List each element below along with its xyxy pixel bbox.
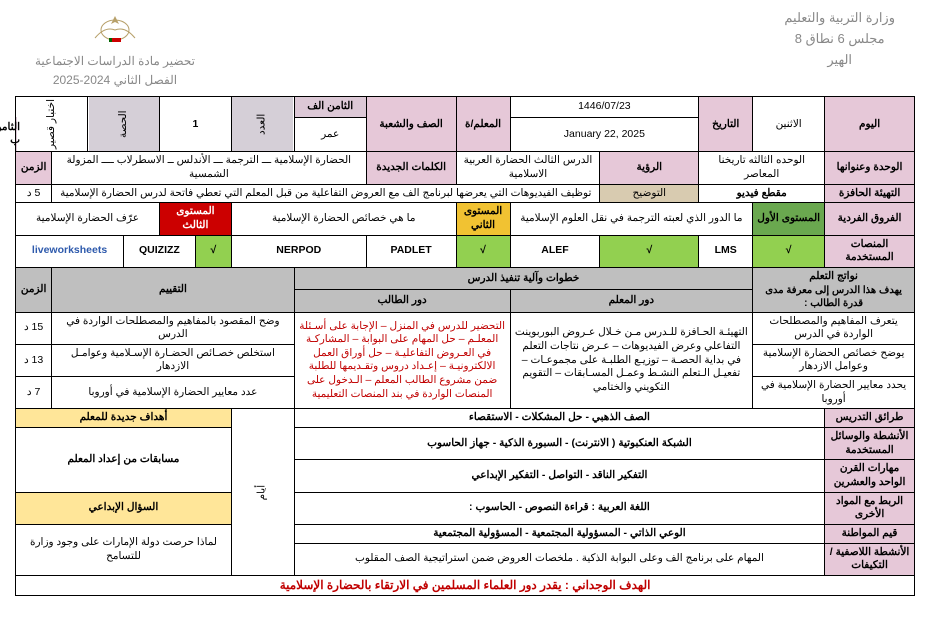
clarify-time: 5 د — [16, 184, 52, 203]
nonclass-title: الأنشطة اللاصفية / التكيفات — [825, 543, 915, 575]
keywords-value: الحضارة الإسلامية ـــ الترجمة ـــ الأندل… — [52, 152, 367, 184]
side-creative-h: السؤال الإبداعي — [16, 492, 232, 524]
unit-value: الوحده الثالثه تاريخنا المعاصر — [699, 152, 825, 184]
platform-lms: LMS — [699, 235, 753, 267]
teacher-role: التهيئـة الحـافزة للـدرس مـن خـلال عـروض… — [510, 312, 753, 409]
level2-header: المستوى الثاني — [456, 203, 510, 235]
days-header: أيام — [231, 409, 294, 575]
check-alef: √ — [600, 235, 699, 267]
link-value: اللغة العربية : قراءة النصوص - الحاسوب : — [294, 492, 824, 524]
nonclass-value: المهام على برنامج الف وعلى البوابة الذكي… — [294, 543, 824, 575]
level1-header: المستوى الأول — [753, 203, 825, 235]
platform-liveworksheets: liveworksheets — [16, 235, 124, 267]
assess-2: استخلص خصـائص الحضـارة الإسـلامية وعوامـ… — [52, 344, 295, 376]
header-ministry-block: وزارة التربية والتعليم مجلس 6 نطاق 8 اله… — [784, 8, 895, 70]
outcome-3: يحدد معايير الحضارة الإسلامية في أوروبا — [753, 377, 915, 409]
check-quizizz: √ — [195, 235, 231, 267]
count-value: 1 — [159, 97, 231, 152]
assess-1: وضح المقصود بالمفاهيم والمصطلحات الواردة… — [52, 312, 295, 344]
outcome-h: نواتج التعلم — [757, 270, 910, 284]
citizen-value: الوعي الذاتي - المسؤولية المجتمعية - الم… — [294, 524, 824, 543]
steps-time-header: الزمن — [16, 267, 52, 312]
grade-header: الصف والشعبة — [366, 97, 456, 152]
side-new-goals: أهداف جديدة للمعلم — [16, 409, 232, 428]
methods-value: الصف الذهبي - حل المشكلات - الاستقصاء — [294, 409, 824, 428]
citizen-title: قيم المواطنة — [825, 524, 915, 543]
date-greg: January 22, 2025 — [510, 117, 699, 152]
clarify-value: توظيف الفيديوهات التي يعرضها لبرنامج الف… — [52, 184, 600, 203]
side-competitions: مسابقات من إعداد المعلم — [16, 428, 232, 493]
date-hijri: 1446/07/23 — [510, 97, 699, 117]
lesson-plan-table: اليوم الاثنين التاريخ 1446/07/23 المعلم/… — [15, 96, 915, 596]
assess-header: التقييم — [52, 267, 295, 312]
level1-value: ما الدور الذي لعبته الترجمة في نقل العلو… — [510, 203, 753, 235]
level3-header: المستوى الثالث — [159, 203, 231, 235]
link-title: الربط مع المواد الأخرى — [825, 492, 915, 524]
count-header: العدد — [231, 97, 294, 152]
teacher-value: عمر — [294, 117, 366, 152]
test-header: اختبار قصير — [16, 97, 88, 152]
platform-alef: ALEF — [510, 235, 600, 267]
env-value: مقطع فيديو — [699, 184, 825, 203]
skills-value: التفكير الناقد - التواصل - التفكير الإبد… — [294, 460, 824, 492]
teacher-header: المعلم/ة — [456, 97, 510, 152]
document-header: وزارة التربية والتعليم مجلس 6 نطاق 8 اله… — [15, 8, 915, 90]
time-2: 13 د — [16, 344, 52, 376]
assess-3: عدد معايير الحضارة الإسلامية في أوروبا — [52, 377, 295, 409]
methods-title: طرائق التدريس — [825, 409, 915, 428]
outcome-1: يتعرف المفاهيم والمصطلحات الواردة في الد… — [753, 312, 915, 344]
platform-nerpod: NERPOD — [231, 235, 366, 267]
affective-goal: الهدف الوجداني : يقدر دور العلماء المسلم… — [16, 575, 915, 596]
council-name: مجلس 6 نطاق 8 — [784, 29, 895, 50]
env-header: التهيئة الحافزة — [825, 184, 915, 203]
tools-value: الشبكة العنكبوتية ( الانترنت) - السبورة … — [294, 428, 824, 460]
day-value: الاثنين — [753, 97, 825, 152]
teacher-role-header: دور المعلم — [510, 290, 753, 312]
level3-value: عرّف الحضارة الإسلامية — [16, 203, 160, 235]
outcome-header: نواتج التعلم يهدف هذا الدرس إلى معرفة مد… — [753, 267, 915, 312]
vision-value: الدرس الثالث الحضارة العربية الاسلامية — [456, 152, 600, 184]
day-header: اليوم — [825, 97, 915, 152]
clarify-header: التوضيح — [600, 184, 699, 203]
platform-quizizz: QUIZIZZ — [123, 235, 195, 267]
time-header: الزمن — [16, 152, 52, 184]
outcome-sub: يهدف هذا الدرس إلى معرفة مدى قدرة الطالب… — [757, 284, 910, 310]
keywords-header: الكلمات الجديدة — [366, 152, 456, 184]
time-3: 7 د — [16, 377, 52, 409]
platforms-title: المنصات المستخدمة — [825, 235, 915, 267]
check-padlet: √ — [456, 235, 510, 267]
uae-emblem-icon — [85, 8, 145, 48]
date-header: التاريخ — [699, 97, 753, 152]
student-role: التحضير للدرس في المنزل – الإجابة على أس… — [294, 312, 510, 409]
subject-name: تحضير مادة الدراسات الاجتماعية — [35, 52, 195, 71]
steps-header: خطوات وآلية تنفيذ الدرس — [294, 267, 752, 289]
region-name: الهير — [784, 50, 895, 71]
term-name: الفصل الثاني 2024-2025 — [35, 71, 195, 90]
skills-title: مهارات القرن الواحد والعشرين — [825, 460, 915, 492]
level2-value: ما هي خصائص الحضارة الإسلامية — [231, 203, 456, 235]
tools-title: الأنشطة والوسائل المستخدمة — [825, 428, 915, 460]
vision-header: الرؤية — [600, 152, 699, 184]
outcome-2: يوضح خصائص الحضارة الإسلامية وعوامل الاز… — [753, 344, 915, 376]
unit-header: الوحدة وعنوانها — [825, 152, 915, 184]
class-a-header: الثامن الف — [294, 97, 366, 117]
diff-title: الفروق الفردية — [825, 203, 915, 235]
time-1: 15 د — [16, 312, 52, 344]
ministry-name: وزارة التربية والتعليم — [784, 8, 895, 29]
period-header: الحصة — [88, 97, 160, 152]
platform-padlet: PADLET — [366, 235, 456, 267]
side-creative-q: لماذا حرصت دولة الإمارات على وجود وزارة … — [16, 524, 232, 575]
check-lms: √ — [753, 235, 825, 267]
student-role-header: دور الطالب — [294, 290, 510, 312]
header-subject-block: تحضير مادة الدراسات الاجتماعية الفصل الث… — [35, 8, 195, 90]
